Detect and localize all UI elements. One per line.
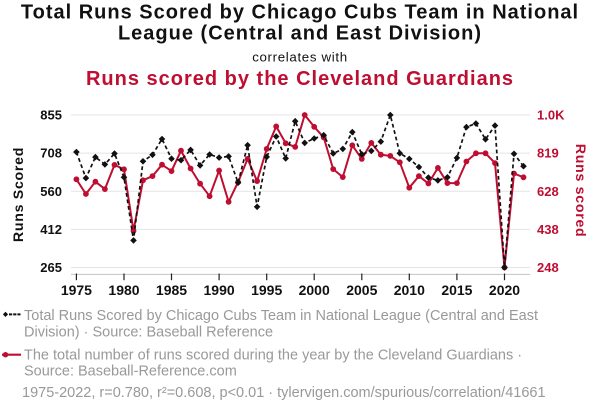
- svg-text:1.0K: 1.0K: [537, 108, 565, 123]
- svg-text:2010: 2010: [394, 282, 425, 298]
- svg-text:2015: 2015: [441, 282, 472, 298]
- svg-text:2020: 2020: [489, 282, 520, 298]
- svg-text:1975-2022, r=0.780, r²=0.608,: 1975-2022, r=0.780, r²=0.608, p<0.01 · t…: [22, 385, 546, 401]
- svg-text:2005: 2005: [346, 282, 377, 298]
- svg-text:438: 438: [537, 222, 559, 237]
- svg-text:Total Runs Scored by Chicago C: Total Runs Scored by Chicago Cubs Team i…: [24, 308, 538, 324]
- svg-text:1975: 1975: [61, 282, 92, 298]
- svg-text:1985: 1985: [156, 282, 187, 298]
- svg-text:Runs scored: Runs scored: [572, 144, 588, 238]
- svg-text:1995: 1995: [251, 282, 282, 298]
- svg-text:Runs Scored: Runs Scored: [11, 147, 27, 242]
- svg-text:560: 560: [40, 184, 62, 199]
- svg-text:1990: 1990: [204, 282, 235, 298]
- svg-text:628: 628: [537, 184, 559, 199]
- svg-text:The total number of runs score: The total number of runs scored during t…: [24, 348, 522, 364]
- svg-text:Division) · Source: Baseball R: Division) · Source: Baseball Reference: [24, 325, 273, 341]
- svg-text:708: 708: [40, 146, 62, 161]
- svg-text:819: 819: [537, 146, 559, 161]
- svg-text:Source: Baseball-Reference.com: Source: Baseball-Reference.com: [24, 364, 237, 380]
- svg-text:Runs scored by the Cleveland G: Runs scored by the Cleveland Guardians: [86, 68, 514, 90]
- svg-text:League (Central and East Divis: League (Central and East Division): [118, 22, 482, 44]
- svg-text:248: 248: [537, 260, 559, 275]
- svg-text:2000: 2000: [299, 282, 330, 298]
- svg-text:855: 855: [40, 108, 62, 123]
- svg-text:correlates with: correlates with: [252, 50, 348, 65]
- svg-text:1980: 1980: [108, 282, 139, 298]
- svg-text:Total Runs Scored by Chicago C: Total Runs Scored by Chicago Cubs Team i…: [21, 2, 579, 24]
- svg-text:412: 412: [40, 222, 62, 237]
- svg-text:265: 265: [40, 260, 62, 275]
